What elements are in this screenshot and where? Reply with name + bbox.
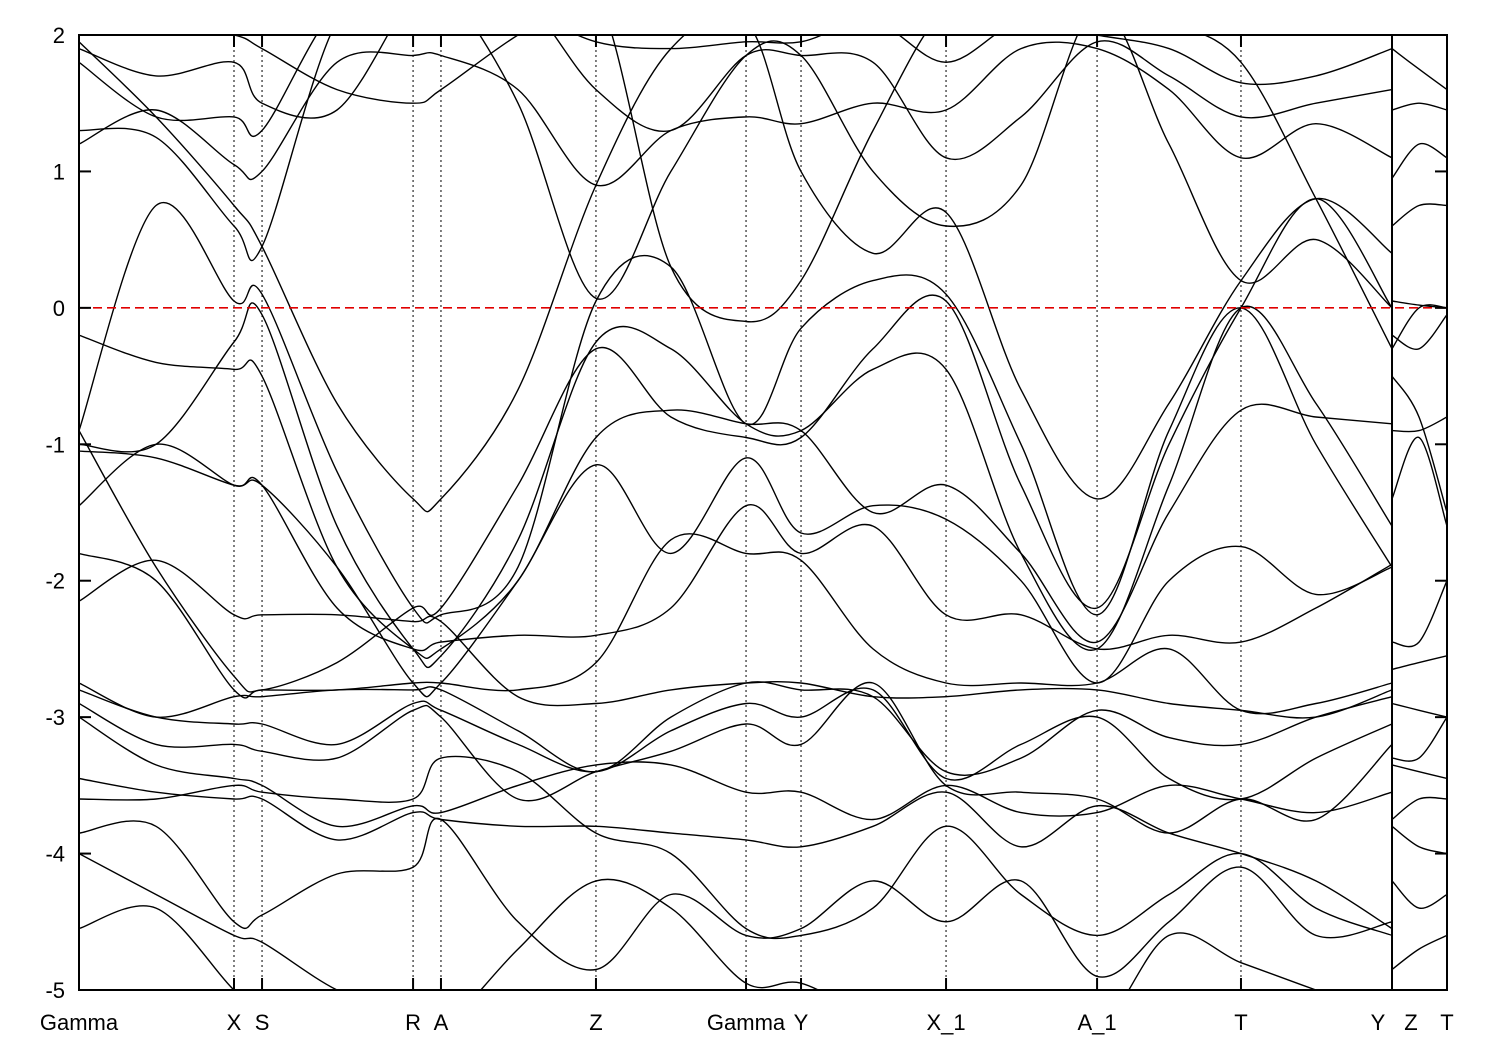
band-7 (1391, 655, 1447, 671)
band-9 (79, 559, 1393, 719)
x-tick-label: S (255, 1010, 270, 1035)
band-10 (79, 681, 1393, 776)
y-axis: -5 -4 -3 -2 -1 0 1 2 (45, 23, 1447, 1003)
band-17 (79, 852, 1318, 990)
band-10 (1391, 764, 1447, 780)
x-tick-label: A (434, 1010, 449, 1035)
x-tick-label: R (405, 1010, 421, 1035)
x-tick-label: Y (794, 1010, 809, 1035)
band-2 (79, 197, 1393, 693)
x-tick-label: Gamma (40, 1010, 119, 1035)
bands (79, 35, 1447, 990)
x-tick-label: Z (1404, 1010, 1417, 1035)
y-tick-label: 2 (53, 23, 65, 48)
band-23 (230, 35, 1393, 350)
band-13 (79, 716, 1393, 828)
band-12 (1391, 825, 1447, 855)
band-16 (79, 817, 1393, 978)
band-22 (79, 35, 1393, 119)
y-tick-label: -3 (45, 705, 65, 730)
band-14 (1391, 934, 1447, 971)
band-23 (1391, 375, 1447, 513)
band-2 (1391, 416, 1447, 433)
x-tick-label: Y (1371, 1010, 1386, 1035)
plot-frame (78, 34, 1448, 991)
y-tick-label: 1 (53, 159, 65, 184)
band-8 (1391, 702, 1447, 718)
y-tick-label: -5 (45, 978, 65, 1003)
y-tick-label: -2 (45, 569, 65, 594)
band-8 (79, 533, 1393, 715)
band-1 (79, 35, 1393, 513)
band-22 (1391, 48, 1447, 91)
band-21 (79, 35, 1393, 161)
band-19 (79, 41, 1393, 187)
band-19 (1391, 142, 1447, 179)
y-tick-label: -1 (45, 432, 65, 457)
band-14 (79, 777, 1393, 930)
band-20 (79, 35, 1393, 309)
band-4 (79, 201, 1393, 624)
high-symmetry-lines (232, 35, 1394, 990)
x-tick-label: T (1440, 1010, 1453, 1035)
band-5 (79, 334, 1393, 660)
band-4 (1391, 314, 1447, 350)
band-7 (79, 443, 1393, 652)
band-15 (1445, 989, 1447, 990)
x-tick-label: X (227, 1010, 242, 1035)
band-3 (1391, 436, 1447, 527)
band-11 (79, 687, 1393, 801)
band-6 (79, 450, 1393, 698)
x-tick-label: A_1 (1077, 1010, 1116, 1035)
y-tick-label: 0 (53, 296, 65, 321)
band-6 (1391, 580, 1447, 648)
band-11 (1391, 796, 1447, 821)
x-tick-label: Z (589, 1010, 602, 1035)
band-3 (79, 302, 1393, 668)
band-1 (1391, 203, 1447, 227)
band-9 (1391, 716, 1447, 762)
band-15 (79, 755, 1393, 940)
x-tick-label: X_1 (926, 1010, 965, 1035)
x-tick-label: T (1234, 1010, 1247, 1035)
x-axis: Gamma X S R A Z Gamma Y X_1 A_1 T Y Z T (40, 1010, 1454, 1035)
y-tick-label: -4 (45, 842, 65, 867)
x-tick-label: Gamma (707, 1010, 786, 1035)
band-13 (1391, 880, 1447, 909)
band-21 (1391, 102, 1447, 111)
